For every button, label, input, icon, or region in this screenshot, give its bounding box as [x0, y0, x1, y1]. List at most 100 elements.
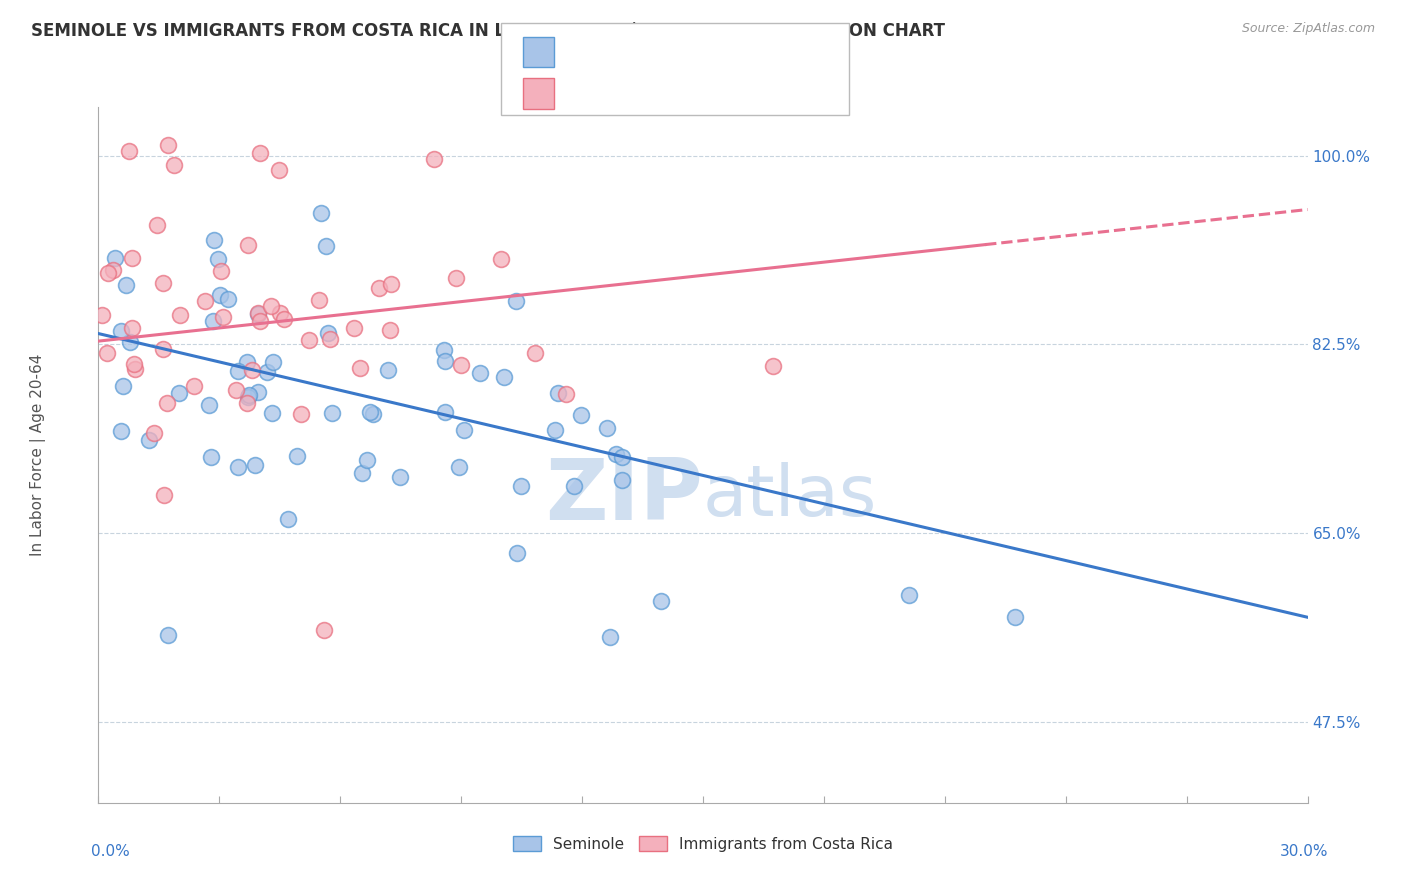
Point — [468, 367, 491, 381]
Point — [1004, 609, 1026, 624]
Point — [118, 334, 141, 349]
Text: N =: N = — [666, 85, 703, 103]
Point — [298, 333, 321, 347]
Point — [273, 312, 295, 326]
Point — [212, 310, 235, 325]
Point — [238, 388, 260, 402]
Point — [153, 488, 176, 502]
Text: 61: 61 — [706, 43, 728, 61]
Point — [599, 630, 621, 644]
Point — [285, 450, 308, 464]
Point — [433, 405, 456, 419]
Point — [269, 162, 291, 177]
Point — [157, 628, 180, 642]
Legend: Seminole, Immigrants from Costa Rica: Seminole, Immigrants from Costa Rica — [508, 830, 898, 858]
Point — [236, 238, 259, 252]
Point — [263, 354, 285, 368]
Point — [194, 294, 217, 309]
Point — [555, 387, 578, 401]
Point — [506, 546, 529, 560]
Point — [118, 144, 141, 158]
Point — [121, 321, 143, 335]
Point — [152, 342, 174, 356]
Point — [225, 383, 247, 397]
Point — [207, 252, 229, 267]
Point — [380, 277, 402, 291]
Point — [315, 239, 337, 253]
Point — [898, 588, 921, 602]
Point — [308, 293, 330, 308]
Point — [169, 308, 191, 322]
Point — [314, 624, 336, 638]
Text: 50: 50 — [706, 85, 728, 103]
Text: 0.194: 0.194 — [607, 85, 659, 103]
Point — [562, 479, 585, 493]
Text: 30.0%: 30.0% — [1281, 845, 1329, 859]
Point — [157, 137, 180, 152]
Point — [277, 512, 299, 526]
Point — [200, 450, 222, 464]
Point — [510, 479, 533, 493]
Point — [505, 293, 527, 308]
Point — [138, 433, 160, 447]
Point — [217, 292, 239, 306]
Point — [434, 354, 457, 368]
Point — [356, 452, 378, 467]
Point — [198, 398, 221, 412]
Text: SEMINOLE VS IMMIGRANTS FROM COSTA RICA IN LABOR FORCE | AGE 20-64 CORRELATION CH: SEMINOLE VS IMMIGRANTS FROM COSTA RICA I… — [31, 22, 945, 40]
Point — [367, 281, 389, 295]
Point — [389, 470, 412, 484]
Point — [453, 423, 475, 437]
Point — [201, 313, 224, 327]
Point — [491, 252, 513, 267]
Y-axis label: In Labor Force | Age 20-64: In Labor Force | Age 20-64 — [30, 354, 46, 556]
Point — [155, 396, 177, 410]
Text: atlas: atlas — [703, 462, 877, 531]
Point — [762, 359, 785, 373]
Point — [319, 332, 342, 346]
Point — [246, 305, 269, 319]
Point — [146, 218, 169, 232]
Point — [524, 345, 547, 359]
Point — [121, 251, 143, 265]
Point — [256, 365, 278, 379]
Point — [169, 386, 191, 401]
Point — [494, 370, 516, 384]
Point — [447, 459, 470, 474]
Point — [246, 385, 269, 400]
Point — [249, 314, 271, 328]
Point — [610, 450, 633, 465]
Point — [309, 205, 332, 219]
Point — [143, 426, 166, 441]
Point — [202, 233, 225, 247]
Point — [97, 266, 120, 280]
Point — [377, 363, 399, 377]
Point — [547, 386, 569, 401]
Text: 0.0%: 0.0% — [91, 845, 131, 859]
Point — [152, 276, 174, 290]
Point — [236, 396, 259, 410]
Point — [450, 358, 472, 372]
Point — [352, 466, 374, 480]
Point — [433, 343, 456, 357]
Point — [163, 158, 186, 172]
Point — [226, 364, 249, 378]
Point — [115, 277, 138, 292]
Point — [124, 361, 146, 376]
Point — [378, 323, 401, 337]
Point — [349, 360, 371, 375]
Point — [444, 271, 467, 285]
Text: Source: ZipAtlas.com: Source: ZipAtlas.com — [1241, 22, 1375, 36]
Point — [544, 423, 567, 437]
Point — [569, 408, 592, 422]
Point — [110, 424, 132, 438]
Point — [243, 458, 266, 473]
Point — [423, 153, 446, 167]
Point — [269, 306, 291, 320]
Point — [209, 287, 232, 301]
Point — [650, 594, 672, 608]
Point — [343, 321, 366, 335]
Point — [183, 379, 205, 393]
Text: -0.396: -0.396 — [607, 43, 666, 61]
Point — [240, 363, 263, 377]
